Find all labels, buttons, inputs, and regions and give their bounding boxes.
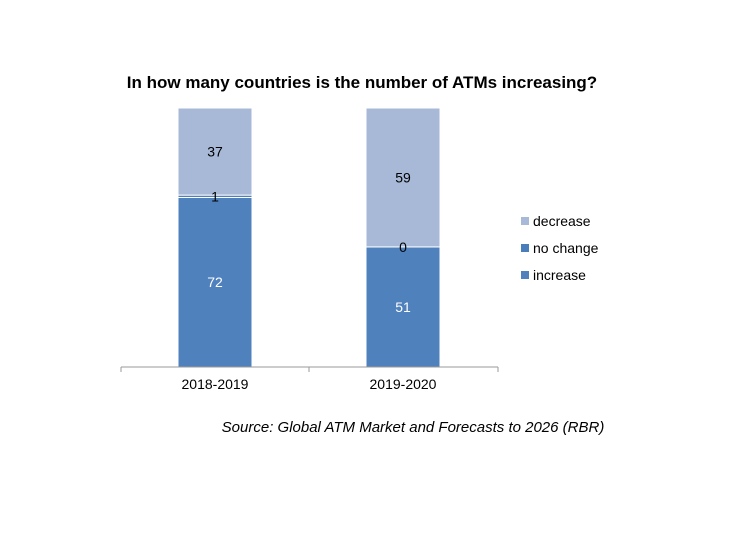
x-tick-label-2018-2019: 2018-2019	[182, 376, 249, 392]
legend-label-no-change: no change	[533, 240, 599, 256]
bar-increase-2018-2019	[177, 196, 253, 368]
legend-swatch-increase	[521, 271, 529, 279]
source-note: Source: Global ATM Market and Forecasts …	[222, 419, 605, 436]
x-tick-marks	[120, 367, 499, 372]
legend-swatch-no-change	[521, 244, 529, 252]
legend: decrease no change increase	[521, 213, 599, 283]
legend-label-decrease: decrease	[533, 213, 591, 229]
data-label-decrease-2019-2020: 59	[395, 169, 411, 185]
data-label-increase-2019-2020: 51	[395, 299, 411, 315]
x-tick-labels: 2018-2019 2019-2020	[182, 376, 437, 392]
data-label-decrease-2018-2019: 37	[207, 144, 223, 160]
data-label-no-change-2019-2020: 0	[399, 239, 407, 255]
bars-group	[177, 107, 441, 368]
bar-increase-2019-2020	[365, 246, 441, 368]
legend-label-increase: increase	[533, 267, 586, 283]
bar-decrease-2019-2020	[365, 107, 441, 248]
data-label-increase-2018-2019: 72	[207, 274, 223, 290]
data-label-no-change-2018-2019: 1	[211, 188, 219, 204]
x-tick-label-2019-2020: 2019-2020	[370, 376, 437, 392]
chart-title: In how many countries is the number of A…	[127, 73, 597, 92]
bar-decrease-2018-2019	[177, 107, 253, 196]
legend-swatch-decrease	[521, 217, 529, 225]
data-labels-group: 72 1 37 51 0 59	[207, 144, 411, 315]
